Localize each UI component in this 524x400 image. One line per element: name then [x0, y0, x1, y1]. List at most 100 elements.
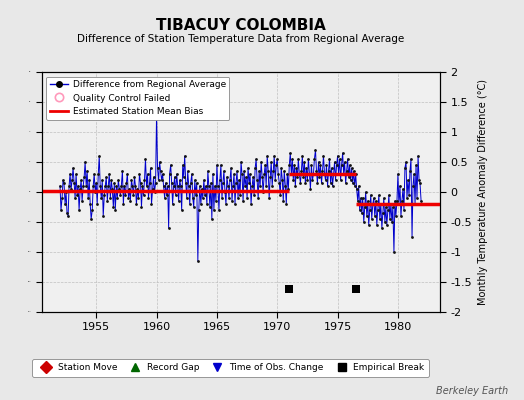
Point — [264, 168, 272, 174]
Point — [76, 186, 84, 192]
Point — [261, 162, 269, 168]
Point — [188, 171, 196, 177]
Point — [298, 153, 307, 159]
Point — [80, 174, 89, 180]
Point — [286, 150, 294, 156]
Point — [329, 183, 337, 189]
Point — [71, 195, 79, 201]
Point — [386, 216, 394, 222]
Point — [99, 213, 107, 219]
Point — [178, 207, 186, 213]
Point — [346, 177, 355, 183]
Point — [249, 174, 257, 180]
Point — [241, 183, 249, 189]
Point — [125, 186, 134, 192]
Point — [381, 204, 390, 210]
Point — [132, 201, 140, 207]
Point — [91, 189, 100, 195]
Point — [398, 198, 406, 204]
Point — [266, 174, 275, 180]
Point — [367, 192, 375, 198]
Point — [214, 183, 222, 189]
Point — [90, 171, 99, 177]
Point — [394, 171, 402, 177]
Point — [383, 222, 391, 228]
Point — [322, 162, 331, 168]
Point — [318, 168, 326, 174]
Point — [259, 189, 267, 195]
Point — [410, 171, 418, 177]
Point — [233, 168, 241, 174]
Point — [272, 162, 280, 168]
Point — [262, 183, 270, 189]
Point — [234, 195, 242, 201]
Point — [319, 153, 328, 159]
Point — [316, 162, 325, 168]
Point — [107, 177, 115, 183]
Point — [363, 213, 371, 219]
Point — [151, 180, 160, 186]
Point — [225, 195, 233, 201]
Point — [260, 171, 268, 177]
Point — [407, 156, 415, 162]
Point — [244, 165, 252, 171]
Point — [384, 207, 392, 213]
Point — [141, 156, 150, 162]
Point — [348, 180, 357, 186]
Point — [228, 198, 236, 204]
Point — [243, 195, 252, 201]
Point — [291, 183, 300, 189]
Point — [379, 210, 387, 216]
Point — [131, 183, 139, 189]
Point — [100, 192, 108, 198]
Point — [162, 192, 171, 198]
Point — [192, 192, 200, 198]
Point — [359, 219, 368, 225]
Point — [223, 174, 231, 180]
Point — [133, 186, 141, 192]
Point — [245, 180, 253, 186]
Point — [375, 192, 383, 198]
Point — [402, 159, 410, 165]
Point — [237, 159, 245, 165]
Point — [163, 183, 172, 189]
Point — [74, 183, 82, 189]
Point — [308, 177, 316, 183]
Point — [409, 183, 417, 189]
Point — [324, 168, 333, 174]
Point — [98, 177, 106, 183]
Point — [304, 156, 313, 162]
Point — [139, 192, 148, 198]
Point — [226, 177, 234, 183]
Point — [59, 177, 67, 183]
Point — [400, 207, 408, 213]
Point — [114, 177, 123, 183]
Point — [196, 201, 205, 207]
Point — [109, 204, 117, 210]
Point — [312, 168, 321, 174]
Point — [79, 183, 88, 189]
Point — [84, 195, 92, 201]
Point — [390, 249, 398, 255]
Point — [169, 183, 178, 189]
Point — [397, 213, 405, 219]
Point — [350, 168, 358, 174]
Point — [361, 204, 369, 210]
Point — [75, 207, 83, 213]
Point — [64, 213, 72, 219]
Point — [343, 168, 351, 174]
Point — [314, 159, 323, 165]
Point — [136, 180, 145, 186]
Point — [128, 183, 137, 189]
Point — [194, 258, 202, 264]
Point — [149, 174, 158, 180]
Point — [267, 159, 276, 165]
Point — [191, 177, 199, 183]
Point — [341, 159, 349, 165]
Point — [156, 168, 165, 174]
Point — [70, 180, 78, 186]
Point — [330, 159, 339, 165]
Point — [343, 156, 352, 162]
Point — [60, 180, 68, 186]
Point — [150, 189, 159, 195]
